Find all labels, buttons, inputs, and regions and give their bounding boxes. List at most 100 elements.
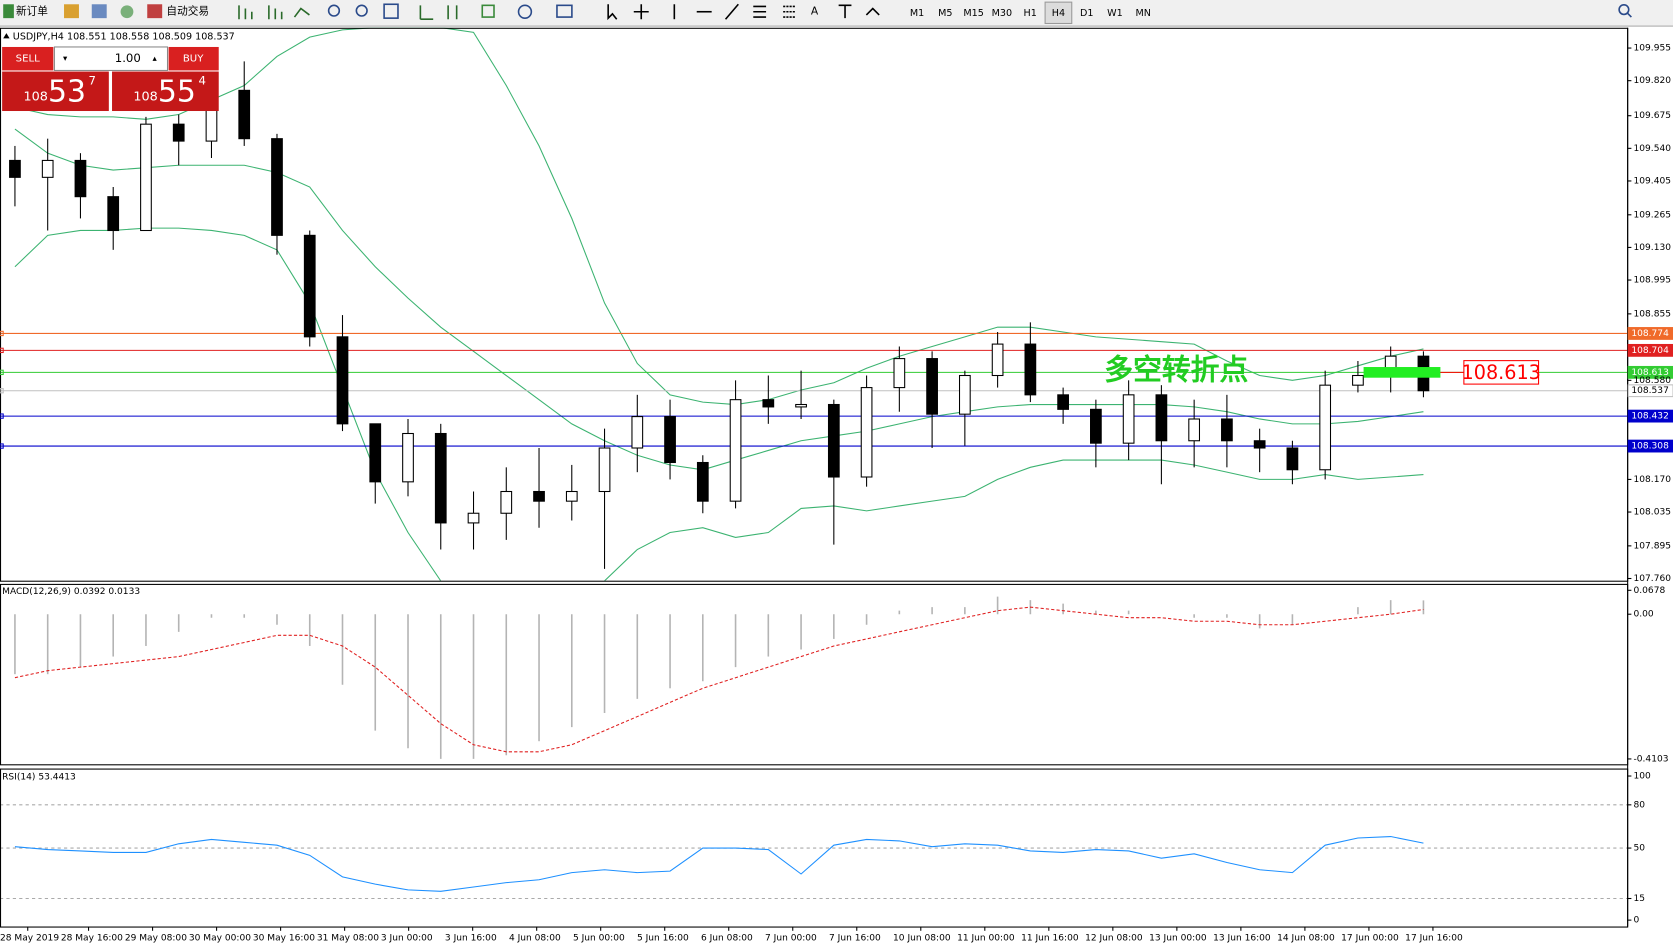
lot-field[interactable]: [53, 46, 169, 71]
x-tick-label: 7 Jun 00:00: [765, 934, 817, 944]
candle-body: [598, 447, 611, 493]
templates-icon[interactable]: [556, 4, 573, 18]
level-marker: [0, 413, 4, 419]
candle-body: [533, 490, 545, 502]
candle-body: [893, 358, 906, 389]
timeframe-button[interactable]: M30: [992, 8, 1012, 19]
indicators-icon[interactable]: [481, 4, 495, 18]
toolbar-icon[interactable]: [120, 5, 134, 19]
annotation: 多空转折点: [1104, 352, 1248, 386]
y-tick-label: 109.820: [1634, 76, 1672, 86]
x-tick-label: 6 Jun 08:00: [701, 934, 753, 944]
level-marker: [0, 443, 4, 449]
candle-body: [1122, 394, 1135, 444]
toolbar-icon[interactable]: [64, 4, 79, 19]
lot-up[interactable]: ▴: [153, 54, 158, 64]
rsi-line: [14, 835, 1424, 892]
search-icon-handle: [1626, 12, 1632, 18]
autoscroll-icon[interactable]: [419, 5, 434, 21]
candle-body: [1319, 384, 1332, 471]
candle-body: [434, 432, 447, 524]
chart-title: USDJPY,H4 108.551 108.558 108.509 108.53…: [13, 31, 235, 42]
level-marker: [0, 347, 4, 354]
candle-body: [402, 432, 414, 483]
buy-label[interactable]: BUY: [183, 54, 204, 65]
candle-body: [1090, 408, 1102, 444]
bid-price-box[interactable]: [2, 71, 109, 112]
level-label: 108.774: [1631, 329, 1669, 339]
new-order-button[interactable]: 新订单: [16, 5, 48, 18]
x-tick-label: 5 Jun 00:00: [573, 934, 625, 944]
level-marker: [0, 388, 4, 394]
candle-chart-icon[interactable]: [268, 5, 283, 20]
timeframe-button[interactable]: W1: [1107, 8, 1123, 19]
candle-body: [107, 196, 120, 232]
auto-trading-icon[interactable]: [147, 4, 163, 19]
chart-area: [0, 26, 1673, 950]
y-tick-label: 100: [1634, 772, 1652, 782]
level-marker: [0, 369, 4, 376]
candle-body: [565, 490, 578, 502]
lot-value[interactable]: 1.00: [115, 51, 141, 65]
text-tool[interactable]: A: [811, 5, 819, 18]
candle-body: [369, 423, 382, 483]
buy-button[interactable]: [168, 46, 219, 71]
timeframe-button[interactable]: MN: [1136, 8, 1151, 19]
candle-body: [795, 403, 807, 408]
sell-label[interactable]: SELL: [16, 54, 40, 65]
x-tick-label: 5 Jun 16:00: [637, 934, 689, 944]
timeframe-button[interactable]: M1: [910, 8, 924, 19]
level-label-box: [1627, 343, 1673, 357]
timeframe-button[interactable]: H1: [1023, 8, 1036, 19]
toolbar-icon[interactable]: [91, 4, 107, 19]
bollinger-upper: [14, 27, 1424, 406]
channel-icon[interactable]: [753, 5, 767, 18]
candle-body: [1188, 418, 1201, 442]
timeframe-button[interactable]: M15: [963, 8, 983, 19]
y-tick-label: 0.00: [1634, 610, 1654, 620]
x-tick-label: 3 Jun 00:00: [381, 934, 433, 944]
tile-icon[interactable]: [383, 3, 399, 19]
search-icon[interactable]: [1618, 4, 1630, 16]
zoom-in-icon[interactable]: [327, 4, 341, 17]
main-chart: 多空转折点 108.613: [0, 27, 1628, 581]
timeframe-button[interactable]: M5: [938, 8, 952, 19]
arrows-icon[interactable]: [865, 7, 880, 16]
new-order-icon[interactable]: [3, 4, 14, 19]
timeframe-button[interactable]: D1: [1080, 8, 1093, 19]
level-label-box: [1627, 409, 1673, 423]
candle-body: [729, 399, 742, 502]
trendline-icon[interactable]: [724, 3, 739, 20]
bar-chart-icon[interactable]: [238, 5, 253, 20]
sell-button[interactable]: [2, 46, 54, 71]
timeframe-button[interactable]: H4: [1052, 8, 1065, 19]
auto-trading-button[interactable]: 自动交易: [166, 5, 209, 18]
candle-body: [958, 374, 971, 415]
candle-body: [172, 123, 185, 142]
line-chart-icon[interactable]: [293, 7, 310, 18]
crosshair-icon[interactable]: [633, 4, 649, 20]
bollinger-lower: [14, 227, 1424, 581]
lot-down[interactable]: ▾: [63, 54, 68, 64]
x-tick-label: 11 Jun 00:00: [957, 934, 1015, 944]
y-tick-label: 109.955: [1634, 44, 1671, 54]
candle-body: [41, 159, 54, 178]
fibo-icon[interactable]: [783, 5, 796, 18]
candle-body: [336, 336, 349, 425]
candle-body: [1024, 343, 1037, 396]
x-tick-label: 13 Jun 00:00: [1149, 934, 1207, 944]
y-tick-label: -0.4103: [1634, 754, 1669, 764]
zoom-out-icon[interactable]: [355, 4, 368, 17]
ask-big-figure: 108: [133, 90, 157, 105]
candle-body: [991, 343, 1004, 377]
periods-icon[interactable]: [517, 4, 533, 19]
label-icon[interactable]: [838, 4, 852, 19]
x-tick-label: 28 May 16:00: [61, 934, 123, 944]
ask-price-box[interactable]: [112, 71, 219, 112]
shift-icon[interactable]: [447, 5, 458, 20]
candle-body: [762, 399, 775, 408]
ask-main: 55: [158, 74, 196, 109]
y-tick-label: 80: [1634, 800, 1646, 810]
y-tick-label: 109.540: [1634, 144, 1672, 154]
cursor-icon[interactable]: [607, 4, 618, 21]
